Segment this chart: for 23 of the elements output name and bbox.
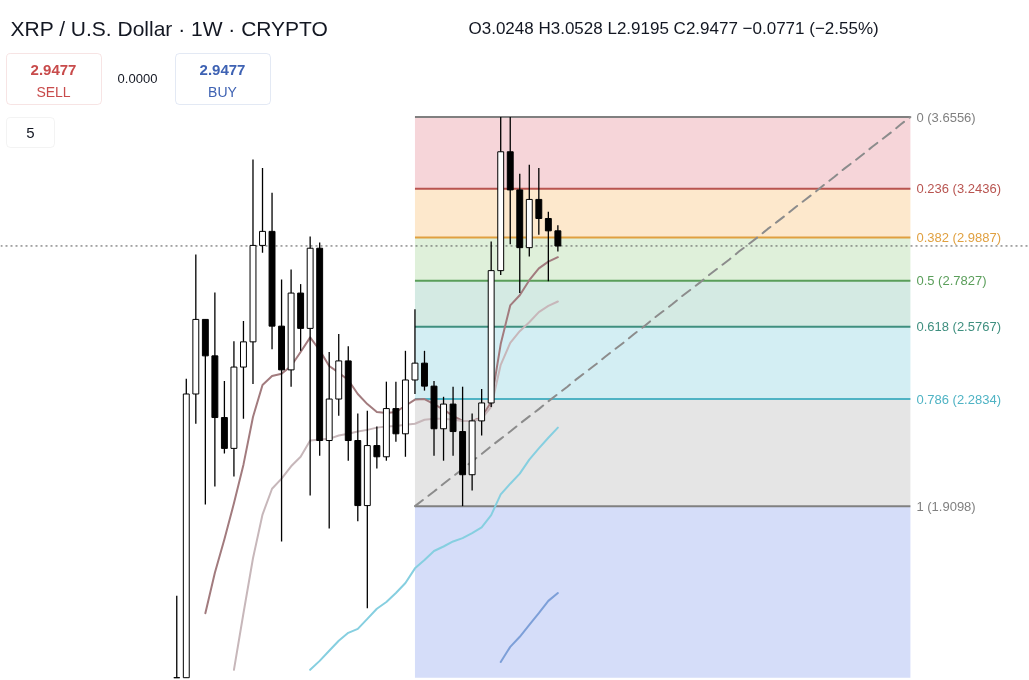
candlestick (544, 211, 552, 282)
text: 0.236 (3.2436) (916, 181, 1001, 197)
text: 0 (3.6556) (916, 109, 976, 125)
chart-title: XRP / U.S. Dollar · 1W · CRYPTO (10, 17, 328, 40)
candlestick (535, 167, 543, 236)
candlestick (421, 350, 428, 392)
text: SELL (36, 83, 71, 100)
text: 2.9477 (199, 60, 246, 78)
text: 0.5 (2.7827) (916, 273, 987, 289)
text: 1 (1.9098) (916, 498, 976, 514)
candlestick (554, 224, 562, 253)
text: 0.382 (2.9887) (916, 230, 1001, 246)
text: 0.786 (2.2834) (916, 391, 1001, 407)
candlestick (373, 425, 381, 470)
text: 5 (26, 123, 35, 141)
text: 0.618 (2.5767) (916, 319, 1001, 335)
candlestick (259, 167, 266, 254)
candlestick (478, 388, 486, 437)
candlestick (411, 308, 419, 395)
text: 0.0000 (117, 71, 158, 86)
text: 2.9477 (30, 60, 77, 78)
chart-subtitle: O3.0248 H3.0528 L2.9195 C2.9477 −0.0771 (−2.55%) (468, 19, 879, 38)
text: BUY (208, 83, 238, 100)
